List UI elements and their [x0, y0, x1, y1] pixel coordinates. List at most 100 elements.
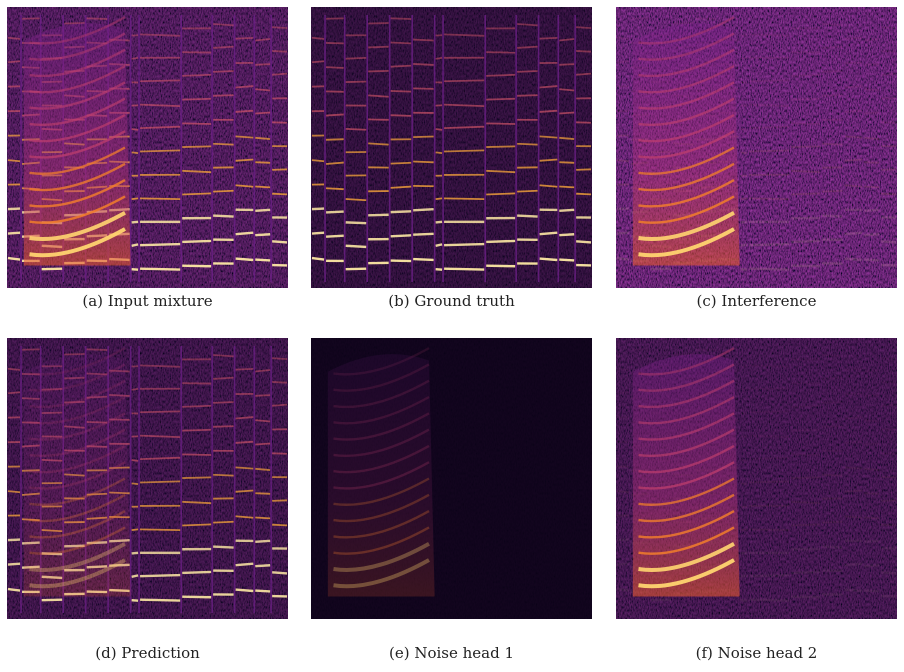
speech-harmonic [333, 541, 430, 572]
speech-harmonic [638, 162, 735, 192]
speech-region [23, 354, 131, 597]
harmonic [444, 267, 485, 271]
harmonic [791, 570, 821, 575]
harmonic [311, 60, 325, 64]
harmonic [881, 26, 897, 30]
harmonic [517, 142, 538, 146]
speech-harmonic [638, 113, 735, 143]
speech-harmonic [638, 48, 735, 78]
harmonic [749, 481, 789, 482]
harmonic [845, 369, 863, 370]
caption: (f) Noise head 2 [696, 644, 818, 662]
harmonic [131, 57, 139, 60]
harmonic [844, 109, 863, 113]
harmonic [390, 41, 412, 45]
harmonic [140, 573, 181, 578]
harmonic [272, 381, 288, 384]
harmonic [881, 382, 896, 383]
harmonic [7, 60, 21, 64]
harmonic [272, 72, 288, 76]
harmonic [741, 460, 747, 461]
harmonic [559, 63, 575, 66]
harmonic [864, 469, 879, 470]
harmonic [844, 588, 863, 593]
speech-harmonic [333, 510, 430, 539]
speech-harmonic [29, 227, 126, 258]
speech-harmonic [638, 461, 735, 490]
speech-harmonic [638, 227, 735, 258]
harmonic [822, 475, 842, 476]
harmonic [881, 192, 897, 196]
harmonic [539, 158, 558, 162]
harmonic [517, 189, 538, 193]
spectrogram [7, 7, 288, 288]
harmonic [791, 406, 820, 407]
harmonic [182, 453, 212, 456]
harmonic [272, 499, 288, 502]
harmonic [368, 142, 389, 146]
harmonic [444, 149, 485, 153]
harmonic [539, 109, 558, 113]
harmonic [539, 257, 558, 262]
speech-harmonic [29, 379, 126, 409]
harmonic [576, 72, 592, 76]
harmonic [235, 158, 254, 162]
harmonic [213, 45, 234, 49]
speech-harmonic [29, 130, 126, 159]
harmonic [272, 50, 288, 53]
harmonic [235, 184, 254, 188]
harmonic [213, 520, 234, 524]
harmonic [791, 97, 821, 101]
harmonic [140, 480, 181, 484]
harmonic [131, 197, 139, 200]
harmonic [559, 38, 575, 42]
harmonic [791, 523, 821, 527]
harmonic [235, 36, 254, 40]
harmonic [140, 242, 181, 247]
harmonic [844, 135, 863, 139]
harmonic [864, 88, 880, 92]
harmonic [749, 125, 790, 129]
speech-harmonic [29, 64, 126, 94]
harmonic [616, 256, 630, 261]
speech-harmonic [638, 428, 735, 458]
speech-harmonic [29, 16, 126, 45]
speech-harmonic [29, 461, 126, 490]
harmonic [182, 404, 212, 408]
spectrogram [616, 7, 897, 288]
harmonic [517, 70, 538, 73]
harmonic [539, 36, 558, 40]
harmonic [444, 197, 485, 201]
speech-harmonic [333, 526, 430, 555]
speech-harmonic [29, 81, 126, 110]
harmonic [413, 63, 434, 66]
harmonic [390, 17, 412, 20]
harmonic [844, 184, 863, 188]
harmonic [844, 515, 863, 519]
harmonic [791, 169, 821, 174]
harmonic [749, 79, 790, 83]
harmonic [213, 189, 234, 193]
harmonic [325, 161, 344, 165]
harmonic [791, 145, 821, 148]
speech-harmonic [29, 428, 126, 458]
speech-harmonic [638, 195, 735, 224]
harmonic [864, 208, 880, 213]
harmonic [131, 128, 139, 131]
harmonic [791, 264, 821, 268]
harmonic [864, 136, 880, 140]
harmonic [213, 214, 234, 218]
harmonic [539, 85, 558, 89]
harmonic [741, 389, 747, 390]
harmonic [822, 402, 842, 403]
harmonic [255, 419, 271, 423]
harmonic [272, 240, 288, 244]
harmonic [390, 90, 412, 93]
harmonic [740, 151, 748, 155]
harmonic [235, 135, 254, 139]
harmonic [235, 515, 254, 519]
harmonic [255, 467, 271, 471]
harmonic [311, 36, 325, 40]
harmonic [486, 264, 516, 268]
